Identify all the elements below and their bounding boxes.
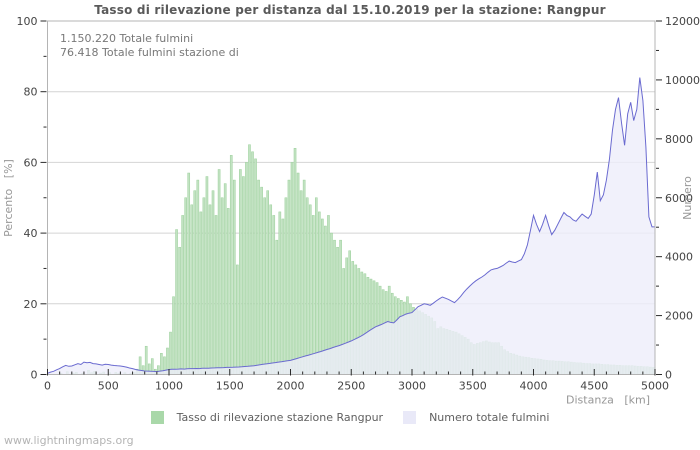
svg-text:20: 20 (24, 298, 38, 311)
svg-text:Distanza [km]: Distanza [km] (566, 394, 650, 407)
svg-text:4500: 4500 (580, 380, 608, 393)
svg-text:60: 60 (24, 156, 38, 169)
legend-swatch-detection-rate-icon (150, 410, 164, 424)
annotation-station-lightning: 76.418 Totale fulmini stazione di (60, 46, 239, 59)
svg-text:2000: 2000 (277, 380, 305, 393)
svg-text:4000: 4000 (520, 380, 548, 393)
svg-text:80: 80 (24, 86, 38, 99)
legend-label-detection-rate: Tasso di rilevazione stazione Rangpur (176, 410, 384, 424)
svg-text:2500: 2500 (337, 380, 365, 393)
svg-text:Percento [%]: Percento [%] (2, 159, 15, 237)
svg-text:4000: 4000 (665, 251, 693, 264)
svg-text:0: 0 (44, 380, 51, 393)
annotation-total-lightning: 1.150.220 Totale fulmini (60, 32, 194, 45)
svg-text:500: 500 (98, 380, 119, 393)
svg-text:0: 0 (665, 369, 672, 382)
svg-text:10000: 10000 (665, 74, 700, 87)
svg-text:40: 40 (24, 227, 38, 240)
svg-text:0: 0 (31, 369, 38, 382)
svg-text:2000: 2000 (665, 310, 693, 323)
svg-text:12000: 12000 (665, 15, 700, 28)
svg-text:3000: 3000 (398, 380, 426, 393)
svg-text:100: 100 (17, 15, 38, 28)
legend-item-total-count: Numero totale fulmini (403, 410, 550, 424)
svg-text:Numero: Numero (681, 176, 694, 220)
svg-text:5000: 5000 (641, 380, 669, 393)
svg-text:6000: 6000 (665, 192, 693, 205)
svg-text:8000: 8000 (665, 133, 693, 146)
watermark: www.lightningmaps.org (4, 434, 134, 447)
legend: Tasso di rilevazione stazione Rangpur Nu… (0, 408, 700, 426)
legend-item-detection-rate: Tasso di rilevazione stazione Rangpur (150, 410, 384, 424)
svg-text:1000: 1000 (155, 380, 183, 393)
legend-swatch-total-count-icon (403, 410, 417, 424)
svg-text:1500: 1500 (216, 380, 244, 393)
svg-text:3500: 3500 (459, 380, 487, 393)
chart-title: Tasso di rilevazione per distanza dal 15… (94, 3, 606, 17)
legend-label-total-count: Numero totale fulmini (429, 410, 550, 424)
